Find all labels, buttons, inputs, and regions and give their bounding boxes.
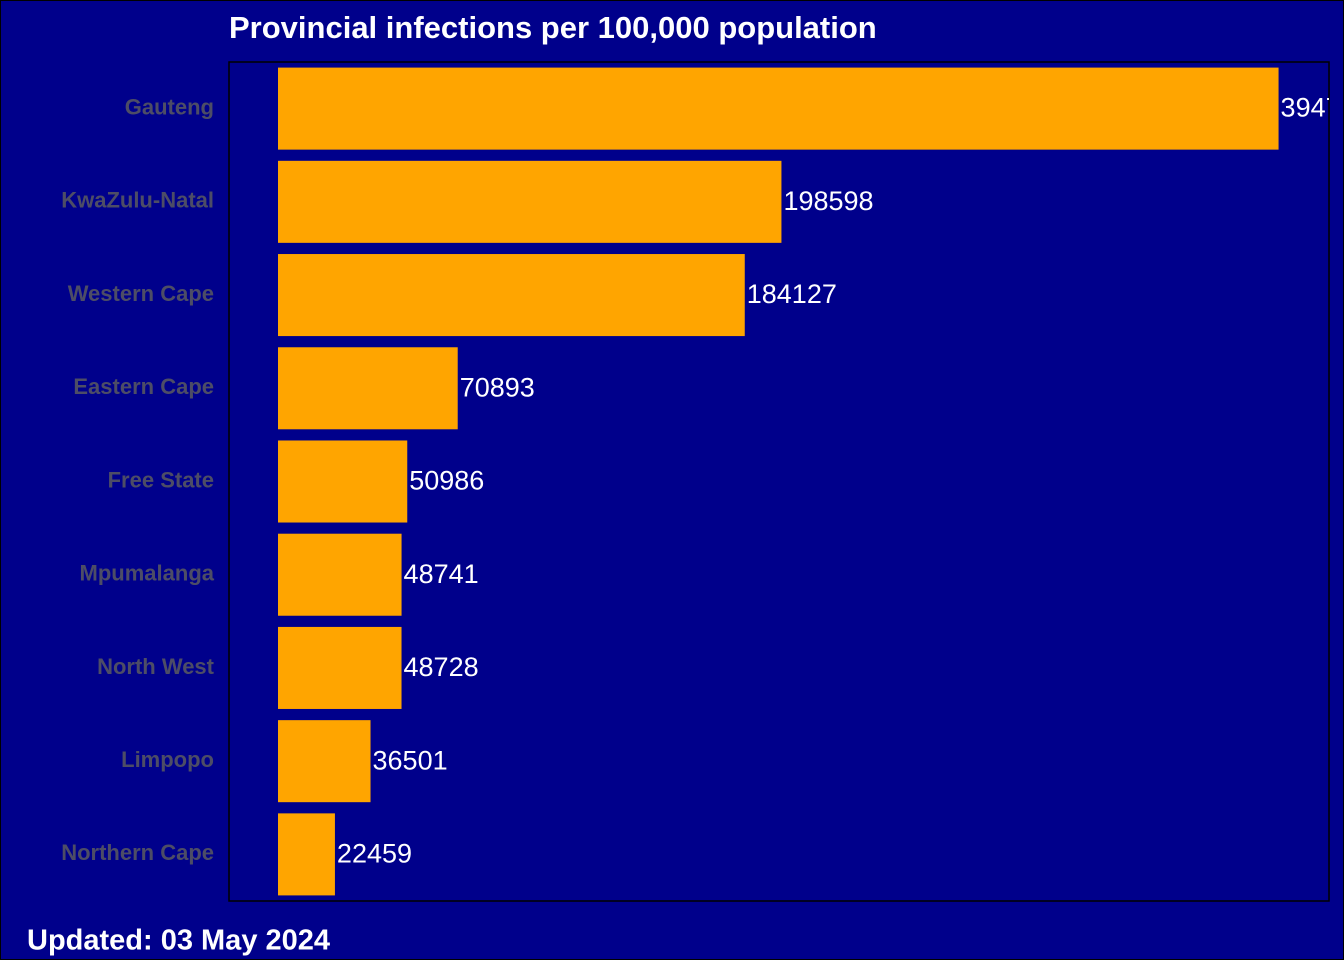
value-label: 48741 [404,559,479,589]
bar [278,533,402,616]
y-tick-label: North West [97,654,215,679]
value-label: 50986 [409,466,484,496]
bar [278,626,402,709]
y-tick-label: Free State [108,467,214,492]
plot-frame [228,61,1330,902]
value-label: 22459 [337,839,412,869]
bar [278,720,371,803]
value-label: 36501 [373,745,448,775]
plot-area: 394700 198598 184127 70893 50986 48741 48728 36… [278,67,1344,896]
chart-title: Provincial infections per 100,000 popula… [229,10,877,45]
bar [278,347,458,430]
value-label: 198598 [783,186,873,216]
bar [278,813,335,896]
bar [278,67,1279,150]
footer: Updated: 03 May 2024 [27,925,330,957]
value-label: 48728 [404,652,479,682]
bar [278,160,782,243]
bar [278,440,408,523]
y-tick-label: KwaZulu-Natal [61,188,214,213]
y-tick-label: Northern Cape [61,840,214,865]
value-label: 184127 [747,279,837,309]
y-tick-label: Eastern Cape [73,374,214,399]
y-tick-label: Limpopo [121,747,214,772]
value-label: 70893 [460,372,535,402]
y-tick-label: Mpumalanga [80,561,215,586]
value-label: 394700 [1281,93,1344,123]
y-tick-label: Gauteng [125,94,214,119]
y-tick-label: Western Cape [68,281,214,306]
bar [278,254,745,337]
